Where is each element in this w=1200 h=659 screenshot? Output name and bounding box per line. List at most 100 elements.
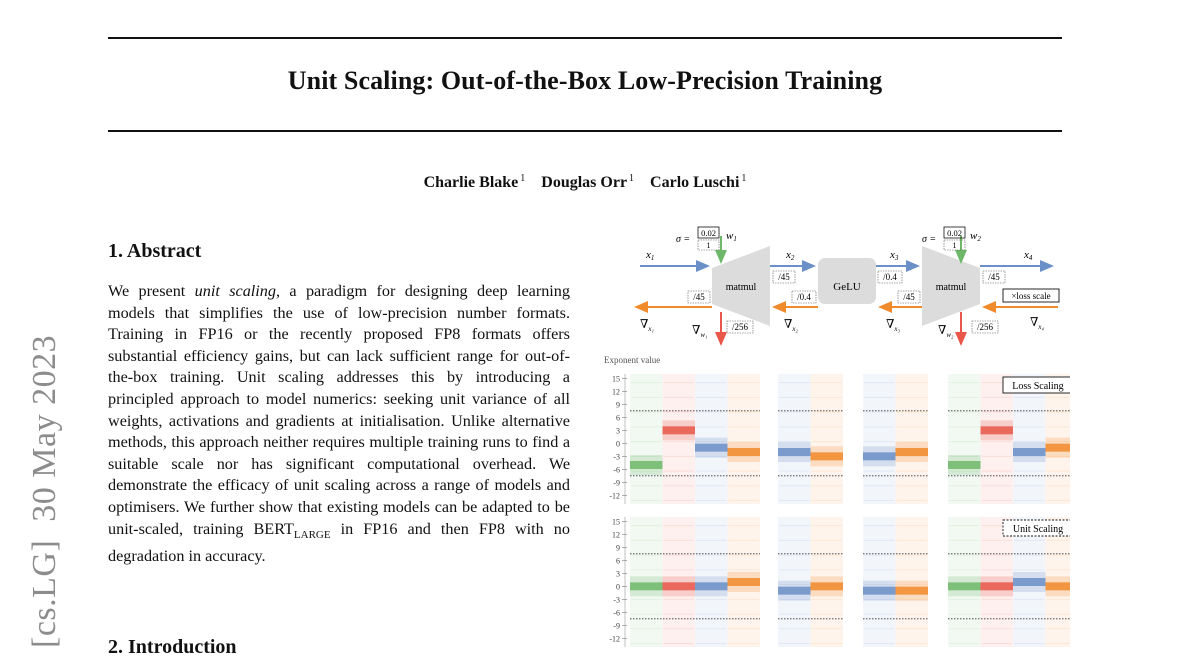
histogram-peak xyxy=(630,461,663,469)
histogram-peak xyxy=(1013,448,1046,456)
y-tick-label: 12 xyxy=(612,387,620,396)
histogram-peak xyxy=(863,586,896,595)
svg-text:0.02: 0.02 xyxy=(947,228,962,238)
histogram-peak xyxy=(662,582,695,591)
histogram-peak xyxy=(895,586,928,595)
y-tick-label: -6 xyxy=(613,465,620,474)
matmul-label-2: matmul xyxy=(936,282,967,293)
histogram-column xyxy=(863,517,896,647)
y-tick-label: 3 xyxy=(616,569,620,578)
scale-labels: /45 /0.4 /45 /45 /0.4 /45 /256 /256 xyxy=(687,270,1006,334)
y-axis-title: Exponent value xyxy=(604,355,660,365)
abstract-text: We present unit scaling, a paradigm for … xyxy=(108,281,570,568)
scale-bwd-x3: /45 xyxy=(903,292,915,302)
scale-bwd-w1: /256 xyxy=(732,322,749,332)
histogram-peak xyxy=(695,443,728,452)
figure-unit-scaling: matmul GeLU matmul x1 x2 x3 x4 xyxy=(600,222,1078,648)
author: Douglas Orr 1 xyxy=(541,173,635,192)
histogram-peak xyxy=(630,582,663,591)
histogram-column xyxy=(662,374,695,504)
svg-text:1: 1 xyxy=(707,241,711,250)
histogram-column xyxy=(1013,374,1046,504)
histogram-peak xyxy=(895,448,928,456)
scale-bwd-x1: /45 xyxy=(693,292,705,302)
label-grad-x1: ∇x₁ xyxy=(640,317,654,333)
histogram-peak xyxy=(810,452,843,461)
scale-bwd-gelu: /0.4 xyxy=(797,292,811,302)
label-grad-x3: ∇x₃ xyxy=(886,317,900,333)
y-tick-label: 12 xyxy=(612,530,620,539)
y-tick-label: -6 xyxy=(613,608,620,617)
figure-svg: matmul GeLU matmul x1 x2 x3 x4 xyxy=(604,226,1078,647)
svg-text:w1: w1 xyxy=(726,230,737,243)
histogram-column xyxy=(980,374,1013,504)
svg-text:1: 1 xyxy=(953,241,957,250)
panel-label: Loss Scaling xyxy=(1012,381,1063,392)
label-x1: x1 xyxy=(645,249,654,262)
compute-graph: matmul GeLU matmul x1 x2 x3 x4 xyxy=(634,226,1060,346)
histogram-column xyxy=(727,374,760,504)
histogram-column xyxy=(662,517,695,647)
y-tick-label: 9 xyxy=(616,543,620,552)
histogram-column xyxy=(948,517,981,647)
paper-title: Unit Scaling: Out-of-the-Box Low-Precisi… xyxy=(287,66,883,95)
scale-fwd-mm2: /45 xyxy=(988,272,1000,282)
y-tick-label: 0 xyxy=(616,439,620,448)
histogram-column xyxy=(895,517,928,647)
y-tick-label: -9 xyxy=(613,478,620,487)
section-heading-abstract: 1. Abstract xyxy=(108,240,202,262)
svg-text:w2: w2 xyxy=(970,230,981,243)
panel-label: Unit Scaling xyxy=(1013,524,1063,535)
scale-fwd-mm1: /45 xyxy=(778,272,790,282)
y-tick-label: 0 xyxy=(616,582,620,591)
histogram-column xyxy=(948,374,981,504)
weight-init-w2: σ = 0.02 1 w2 xyxy=(922,226,981,251)
histogram-peak xyxy=(727,448,760,456)
histogram-column xyxy=(695,517,728,647)
histogram-peak xyxy=(948,461,981,469)
histogram-peak xyxy=(980,426,1013,435)
label-x2: x2 xyxy=(785,249,795,262)
histogram-column xyxy=(695,374,728,504)
exponent-histograms: 15 12 9 6 3 0 -3 -6 -9 -12 Loss Scaling 15 12 9 6 3 0 -3 -… xyxy=(609,374,1078,647)
histogram-peak xyxy=(810,582,843,591)
label-grad-w2: ∇w₂ xyxy=(938,323,954,339)
histogram-peak xyxy=(948,582,981,591)
author: Charlie Blake 1 xyxy=(423,173,526,192)
label-grad-x4: ∇x₄ xyxy=(1030,315,1044,331)
svg-text:σ =: σ = xyxy=(676,234,690,245)
histogram-column xyxy=(980,517,1013,647)
histogram-peak xyxy=(778,448,811,456)
emphasis-term: unit scaling xyxy=(194,282,276,300)
label-grad-w1: ∇w₁ xyxy=(692,323,708,339)
abstract-paragraph: We present unit scaling, a paradigm for … xyxy=(108,282,570,566)
gelu-label: GeLU xyxy=(833,281,861,293)
y-tick-label: 6 xyxy=(616,413,620,422)
loss-scale-label: ×loss scale xyxy=(1011,291,1050,301)
y-tick-label: -12 xyxy=(609,634,620,643)
histogram-column xyxy=(863,374,896,504)
label-x3: x3 xyxy=(889,249,899,262)
title-bottom-rule xyxy=(108,130,1062,132)
histogram-column xyxy=(810,517,843,647)
author: Carlo Luschi 1 xyxy=(650,173,747,192)
histogram-column xyxy=(778,517,811,647)
histogram-peak xyxy=(1013,578,1046,586)
y-tick-label: -3 xyxy=(613,595,620,604)
y-tick-label: 3 xyxy=(616,426,620,435)
histogram-peak xyxy=(695,582,728,591)
histogram-peak xyxy=(1045,582,1078,591)
y-tick-label: -9 xyxy=(613,621,620,630)
histogram-peak xyxy=(1045,443,1078,452)
matmul-label-1: matmul xyxy=(726,282,757,293)
svg-text:σ =: σ = xyxy=(922,234,936,245)
label-grad-x2: ∇x₂ xyxy=(784,317,798,333)
scale-bwd-w2: /256 xyxy=(977,322,994,332)
svg-text:0.02: 0.02 xyxy=(701,228,716,238)
y-tick-label: -12 xyxy=(609,491,620,500)
histogram-column xyxy=(630,517,663,647)
histogram-peak xyxy=(980,582,1013,591)
author-list: Charlie Blake 1 Douglas Orr 1 Carlo Luschi… xyxy=(108,173,1062,192)
histogram-peak xyxy=(863,452,896,461)
histogram-peak xyxy=(727,578,760,586)
